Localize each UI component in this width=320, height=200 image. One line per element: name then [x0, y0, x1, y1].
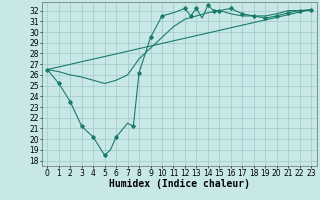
X-axis label: Humidex (Indice chaleur): Humidex (Indice chaleur)	[109, 179, 250, 189]
